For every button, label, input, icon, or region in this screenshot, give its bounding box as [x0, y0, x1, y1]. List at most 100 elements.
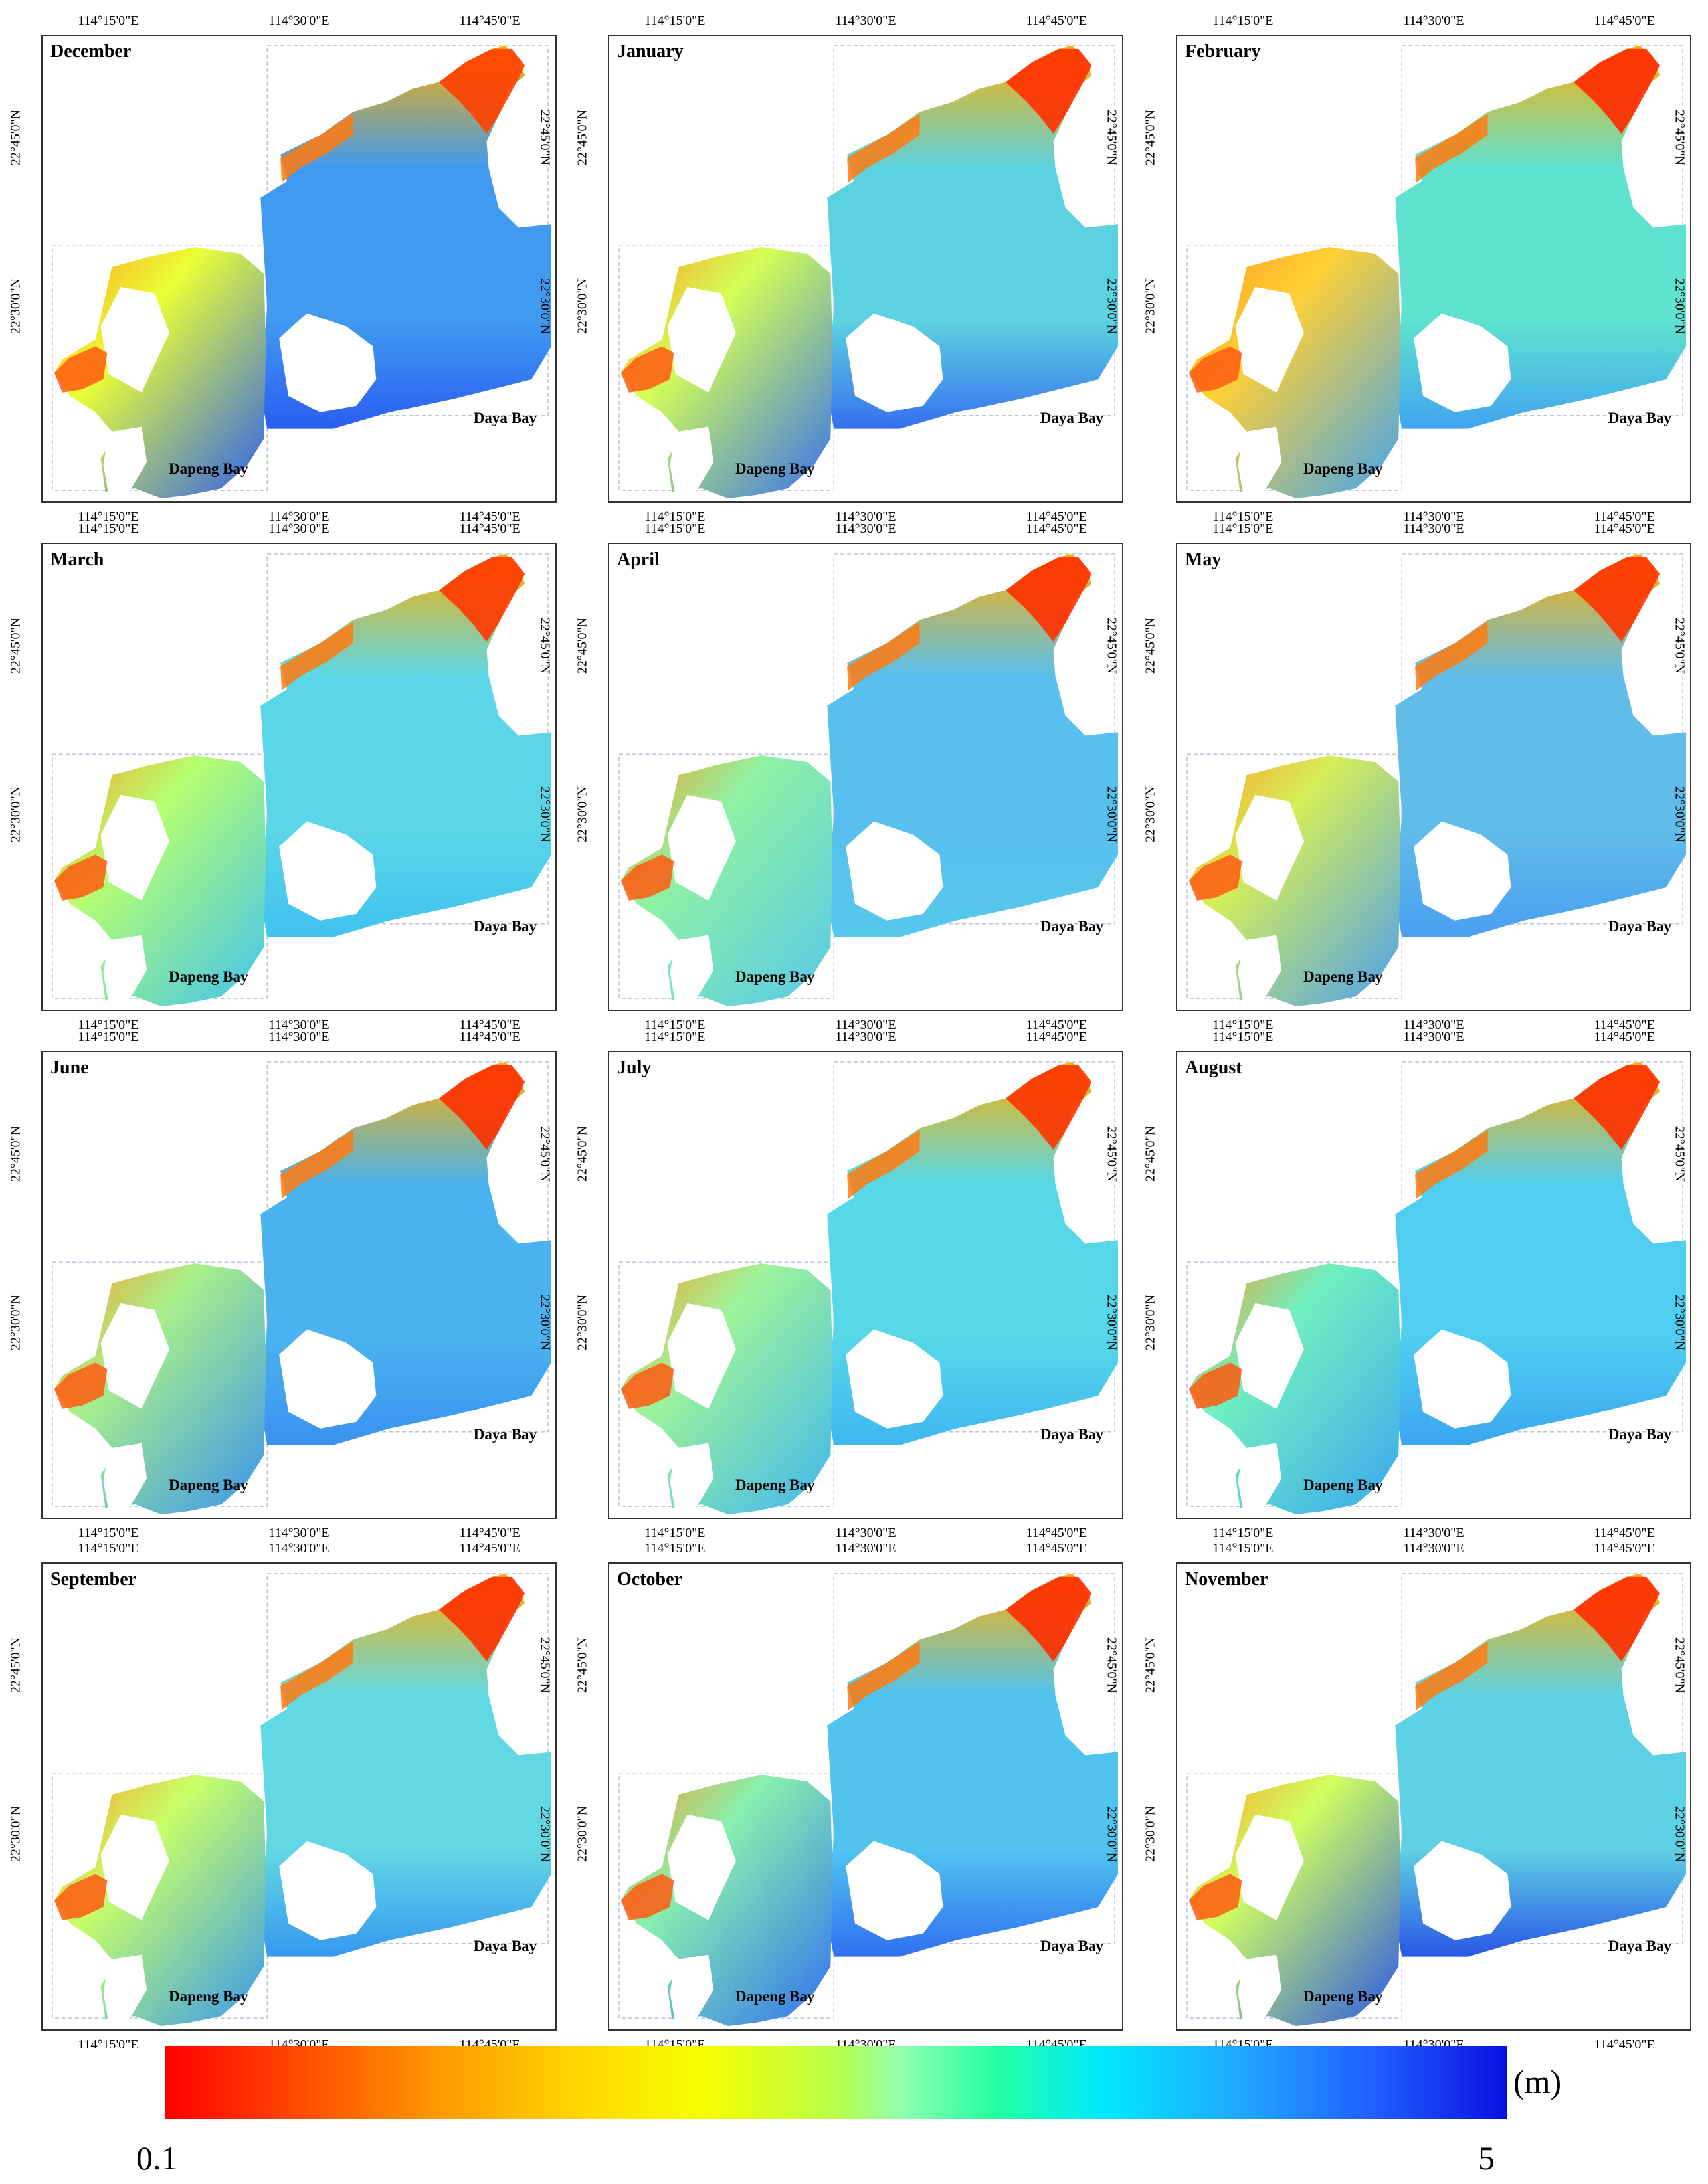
- latitude-tick-label: 22°30'0"N: [8, 278, 23, 334]
- map-frame: April Daya Bay Dapeng Bay: [608, 543, 1123, 1011]
- longitude-tick-label: 114°45'0"E: [1026, 1030, 1087, 1044]
- longitude-tick-label: 114°30'0"E: [1403, 1541, 1464, 1556]
- map-frame: June Daya Bay Dapeng Bay: [41, 1051, 557, 1519]
- map-panel-june: June Daya Bay Dapeng Bay 114°15'0"E 114°15'0…: [7, 1030, 558, 1541]
- longitude-tick-label: 114°30'0"E: [268, 1541, 330, 1556]
- colorbar: [165, 2046, 1507, 2119]
- latitude-tick-label: 22°30'0"N: [8, 1805, 23, 1862]
- longitude-tick-label: 114°45'0"E: [1594, 1541, 1655, 1556]
- latitude-tick-label: 22°45'0"N: [537, 1125, 553, 1182]
- map-panel-april: April Daya Bay Dapeng Bay 114°15'0"E 114°15'…: [573, 521, 1125, 1033]
- longitude-tick-label: 114°45'0"E: [1026, 521, 1087, 536]
- latitude-tick-label: 22°45'0"N: [8, 617, 23, 674]
- latitude-tick-label: 22°30'0"N: [1672, 786, 1687, 842]
- map-frame: September Daya Bay Dapeng Bay: [41, 1562, 557, 2031]
- map-panel-may: May Daya Bay Dapeng Bay 114°15'0"E 114°15'0"…: [1141, 521, 1693, 1033]
- month-label: August: [1185, 1057, 1242, 1078]
- daya-bay-water: [260, 1061, 552, 1445]
- month-label: May: [1185, 549, 1222, 570]
- daya-bay-label: Daya Bay: [1608, 410, 1671, 426]
- latitude-tick-label: 22°30'0"N: [1672, 278, 1687, 334]
- map-panel-december: December Daya Bay Dapeng Bay 114°15'0"E 114°…: [7, 13, 558, 525]
- latitude-tick-label: 22°45'0"N: [1104, 617, 1119, 674]
- longitude-tick-label: 114°15'0"E: [644, 509, 706, 524]
- latitude-tick-label: 22°30'0"N: [1104, 278, 1119, 334]
- daya-bay-water: [827, 1573, 1119, 1957]
- daya-bay-label: Daya Bay: [1608, 918, 1671, 935]
- latitude-tick-label: 22°30'0"N: [537, 1805, 553, 1862]
- latitude-tick-label: 22°45'0"N: [1672, 617, 1687, 674]
- depth-map: [52, 45, 552, 499]
- latitude-tick-label: 22°45'0"N: [1143, 1125, 1158, 1182]
- longitude-tick-label: 114°15'0"E: [644, 521, 706, 536]
- depth-map: [618, 1061, 1119, 1515]
- dapeng-bay-label: Dapeng Bay: [1303, 1477, 1383, 1493]
- daya-bay-label: Daya Bay: [473, 410, 537, 426]
- longitude-tick-label: 114°45'0"E: [1026, 13, 1087, 28]
- longitude-tick-label: 114°15'0"E: [644, 1018, 706, 1032]
- latitude-tick-label: 22°45'0"N: [1143, 617, 1158, 674]
- map-frame: March Daya Bay Dapeng Bay: [41, 543, 557, 1011]
- latitude-tick-label: 22°45'0"N: [8, 1125, 23, 1182]
- latitude-tick-label: 22°45'0"N: [1672, 1125, 1687, 1182]
- latitude-tick-label: 22°45'0"N: [1672, 1637, 1687, 1694]
- dapeng-bay-water: [54, 1263, 266, 1515]
- longitude-tick-label: 114°30'0"E: [268, 521, 330, 536]
- dapeng-bay-water: [1188, 755, 1401, 1007]
- latitude-tick-label: 22°45'0"N: [575, 1637, 590, 1694]
- dapeng-bay-label: Dapeng Bay: [169, 460, 248, 477]
- daya-bay-water: [827, 45, 1119, 429]
- daya-bay-water: [260, 1573, 552, 1957]
- month-label: April: [617, 549, 660, 570]
- daya-bay-water: [1395, 1061, 1687, 1445]
- depth-map: [618, 45, 1119, 499]
- longitude-tick-label: 114°45'0"E: [459, 13, 520, 28]
- longitude-tick-label: 114°45'0"E: [1594, 13, 1655, 28]
- map-panel-march: March Daya Bay Dapeng Bay 114°15'0"E 114°15'…: [7, 521, 558, 1033]
- latitude-tick-label: 22°45'0"N: [537, 617, 553, 674]
- longitude-tick-label: 114°30'0"E: [268, 509, 330, 524]
- dapeng-bay-water: [1188, 1775, 1401, 2027]
- daya-bay-label: Daya Bay: [473, 918, 537, 935]
- longitude-tick-label: 114°45'0"E: [459, 1526, 520, 1540]
- latitude-tick-label: 22°30'0"N: [575, 1805, 590, 1862]
- month-label: January: [617, 41, 684, 62]
- longitude-tick-label: 114°45'0"E: [459, 521, 520, 536]
- longitude-tick-label: 114°30'0"E: [835, 13, 896, 28]
- dapeng-bay-label: Dapeng Bay: [169, 1477, 248, 1493]
- longitude-tick-label: 114°45'0"E: [459, 1018, 520, 1032]
- colorbar-max-label: 5: [1478, 2139, 1495, 2177]
- longitude-tick-label: 114°30'0"E: [268, 1018, 330, 1032]
- latitude-tick-label: 22°30'0"N: [8, 786, 23, 842]
- dapeng-bay-label: Dapeng Bay: [1303, 460, 1383, 477]
- map-frame: November Daya Bay Dapeng Bay: [1176, 1562, 1691, 2031]
- longitude-tick-label: 114°45'0"E: [1594, 1030, 1655, 1044]
- latitude-tick-label: 22°45'0"N: [8, 1637, 23, 1694]
- map-panel-july: July Daya Bay Dapeng Bay 114°15'0"E 114°15'0…: [573, 1030, 1125, 1541]
- colorbar-min-label: 0.1: [136, 2139, 178, 2177]
- latitude-tick-label: 22°45'0"N: [1143, 1637, 1158, 1694]
- longitude-tick-label: 114°45'0"E: [1594, 1526, 1655, 1540]
- longitude-tick-label: 114°30'0"E: [1403, 13, 1464, 28]
- depth-map: [52, 1573, 552, 2027]
- longitude-tick-label: 114°15'0"E: [78, 1526, 139, 1540]
- longitude-tick-label: 114°30'0"E: [835, 1030, 896, 1044]
- longitude-tick-label: 114°45'0"E: [1594, 2037, 1655, 2052]
- longitude-tick-label: 114°15'0"E: [78, 521, 139, 536]
- map-panel-february: February Daya Bay Dapeng Bay 114°15'0"E 114°…: [1141, 13, 1693, 525]
- latitude-tick-label: 22°30'0"N: [1143, 278, 1158, 334]
- longitude-tick-label: 114°30'0"E: [835, 1018, 896, 1032]
- daya-bay-water: [827, 553, 1119, 937]
- daya-bay-water: [1395, 1573, 1687, 1957]
- map-panel-september: September Daya Bay Dapeng Bay 114°15'0"E 114…: [7, 1541, 558, 2052]
- daya-bay-water: [260, 45, 552, 429]
- dapeng-bay-water: [1188, 247, 1401, 499]
- map-frame: January Daya Bay Dapeng Bay: [608, 35, 1123, 503]
- longitude-tick-label: 114°30'0"E: [835, 509, 896, 524]
- dapeng-bay-water: [620, 1263, 833, 1515]
- dapeng-bay-water: [620, 755, 833, 1007]
- daya-bay-label: Daya Bay: [473, 1938, 537, 1954]
- latitude-tick-label: 22°30'0"N: [1672, 1294, 1687, 1350]
- latitude-tick-label: 22°30'0"N: [537, 278, 553, 334]
- longitude-tick-label: 114°15'0"E: [1212, 1541, 1274, 1556]
